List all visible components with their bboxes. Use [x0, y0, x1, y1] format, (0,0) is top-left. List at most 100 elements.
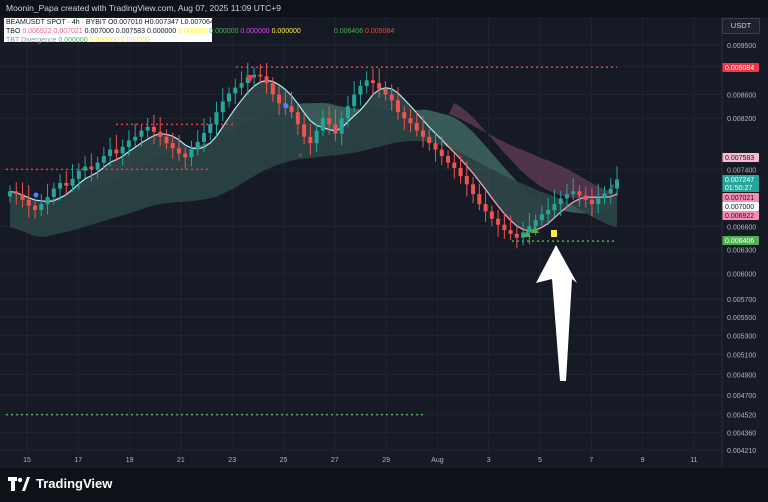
header-bar: Moonin_Papa created with TradingView.com… [0, 0, 768, 17]
candle-body [389, 94, 394, 101]
candle-body [33, 205, 38, 210]
time-axis-label: 5 [538, 457, 542, 464]
price-tag [722, 175, 759, 184]
candle-body [358, 85, 363, 95]
currency-unit-button[interactable]: USDT [722, 18, 760, 34]
trend-cloud [10, 102, 617, 237]
tbo-value: 0.007583 [113, 28, 146, 35]
candle-body [589, 199, 594, 205]
candle-body [552, 204, 557, 210]
price-axis-label: 0.004520 [727, 413, 756, 420]
time-axis-label: 17 [74, 457, 82, 464]
candle-body [51, 188, 56, 197]
candle-body [95, 162, 100, 170]
candle-body [421, 130, 426, 137]
candle-body [577, 191, 582, 196]
candle-body [14, 191, 19, 195]
candle-body [583, 195, 588, 200]
candle-body [120, 146, 125, 154]
annotation-arrow [536, 245, 577, 381]
candle-body [521, 232, 526, 238]
candle-body [245, 77, 250, 84]
sell-signal-marker [246, 75, 254, 83]
price-axis-label: 0.009500 [727, 43, 756, 50]
legend-symbol: BEAMUSDT SPOT · 4h · BYBIT O0.007010 H0.… [6, 19, 316, 26]
candle-body [395, 100, 400, 113]
bearish-cloud [448, 103, 617, 199]
candle-body [539, 214, 544, 221]
candle-body [133, 136, 138, 141]
tbo-value: 0.000000 [207, 28, 239, 35]
price-tag-label: 0.007021 [725, 195, 754, 202]
candle-body [477, 194, 482, 205]
price-axis-label: 0.006300 [727, 247, 756, 254]
candle-body [101, 156, 106, 163]
tbo-value: 0.000000 [145, 28, 177, 35]
candle-body [214, 112, 219, 125]
candle-body [227, 93, 232, 102]
tbo-values: 0.006922 0.007021 0.007000 0.007583 0.00… [22, 28, 394, 35]
candle-body [201, 133, 206, 142]
candle-body [408, 118, 413, 124]
divergence-value: 0.000000 [58, 37, 88, 44]
price-axis-label: 0.005300 [727, 333, 756, 340]
candle-body [496, 218, 501, 225]
brand-name: TradingView [36, 476, 113, 491]
tbo-value: 0.007021 [51, 28, 83, 35]
candle-body [139, 130, 144, 137]
time-axis-label: 11 [690, 457, 697, 464]
legend-tbo: TBO 0.006922 0.007021 0.007000 0.007583 … [6, 28, 394, 35]
candle-body [571, 191, 576, 195]
candle-body [446, 156, 451, 163]
price-tag [722, 183, 759, 192]
candle-body [58, 182, 63, 189]
candle-body [433, 143, 438, 150]
candle-body [164, 136, 169, 144]
divergence-value: 0.000000 [87, 37, 119, 44]
candle-body [402, 112, 407, 119]
ohlc-values: O0.007010 H0.007347 L0.007064 C0.007247 … [107, 19, 316, 26]
time-axis-label: 23 [228, 457, 236, 464]
price-tag-label: 0.007247 [725, 177, 754, 184]
candle-body [458, 167, 463, 177]
candle-body [439, 149, 444, 157]
candle-body [170, 143, 175, 149]
candle-body [277, 94, 282, 104]
candle-body [327, 118, 332, 125]
price-tag-label: 01:50:27 [725, 185, 752, 192]
price-tag-label: 0.007000 [725, 204, 754, 211]
candle-body [158, 131, 163, 137]
price-axis-label: 0.006600 [727, 224, 756, 231]
tradingview-logo[interactable]: TradingView [8, 476, 112, 491]
price-tag [722, 236, 759, 245]
cross-marker: × [298, 151, 303, 160]
yellow-signal-marker [551, 230, 557, 237]
candle-body [314, 130, 319, 144]
candle-body [471, 184, 476, 195]
candle-body [564, 194, 569, 199]
time-axis-label: 7 [589, 457, 593, 464]
candle-body [333, 124, 338, 134]
price-tag-label: 0.007583 [725, 155, 754, 162]
candle-body [20, 194, 25, 200]
blue-dot-marker [33, 192, 39, 198]
tbo-value: 0.000000 [300, 28, 332, 35]
time-axis-label: 9 [641, 457, 645, 464]
time-axis-label: 21 [177, 457, 185, 464]
price-tag-label: 0.009084 [725, 65, 754, 72]
cross-marker: × [610, 182, 615, 191]
tbo-value: 0.007000 [82, 28, 114, 35]
candle-body [345, 106, 350, 119]
candle-body [270, 83, 275, 95]
candle-body [289, 106, 294, 113]
candle-body [8, 191, 12, 197]
candle-body [608, 188, 613, 194]
time-axis-label: 25 [280, 457, 288, 464]
candle-body [208, 124, 213, 134]
price-axis-label: 0.004360 [727, 431, 756, 438]
candle-body [383, 88, 388, 95]
candle-body [233, 87, 238, 94]
legend-divergence: TBT Divergence 0.000000 0.000000 0.00000… [6, 37, 150, 44]
